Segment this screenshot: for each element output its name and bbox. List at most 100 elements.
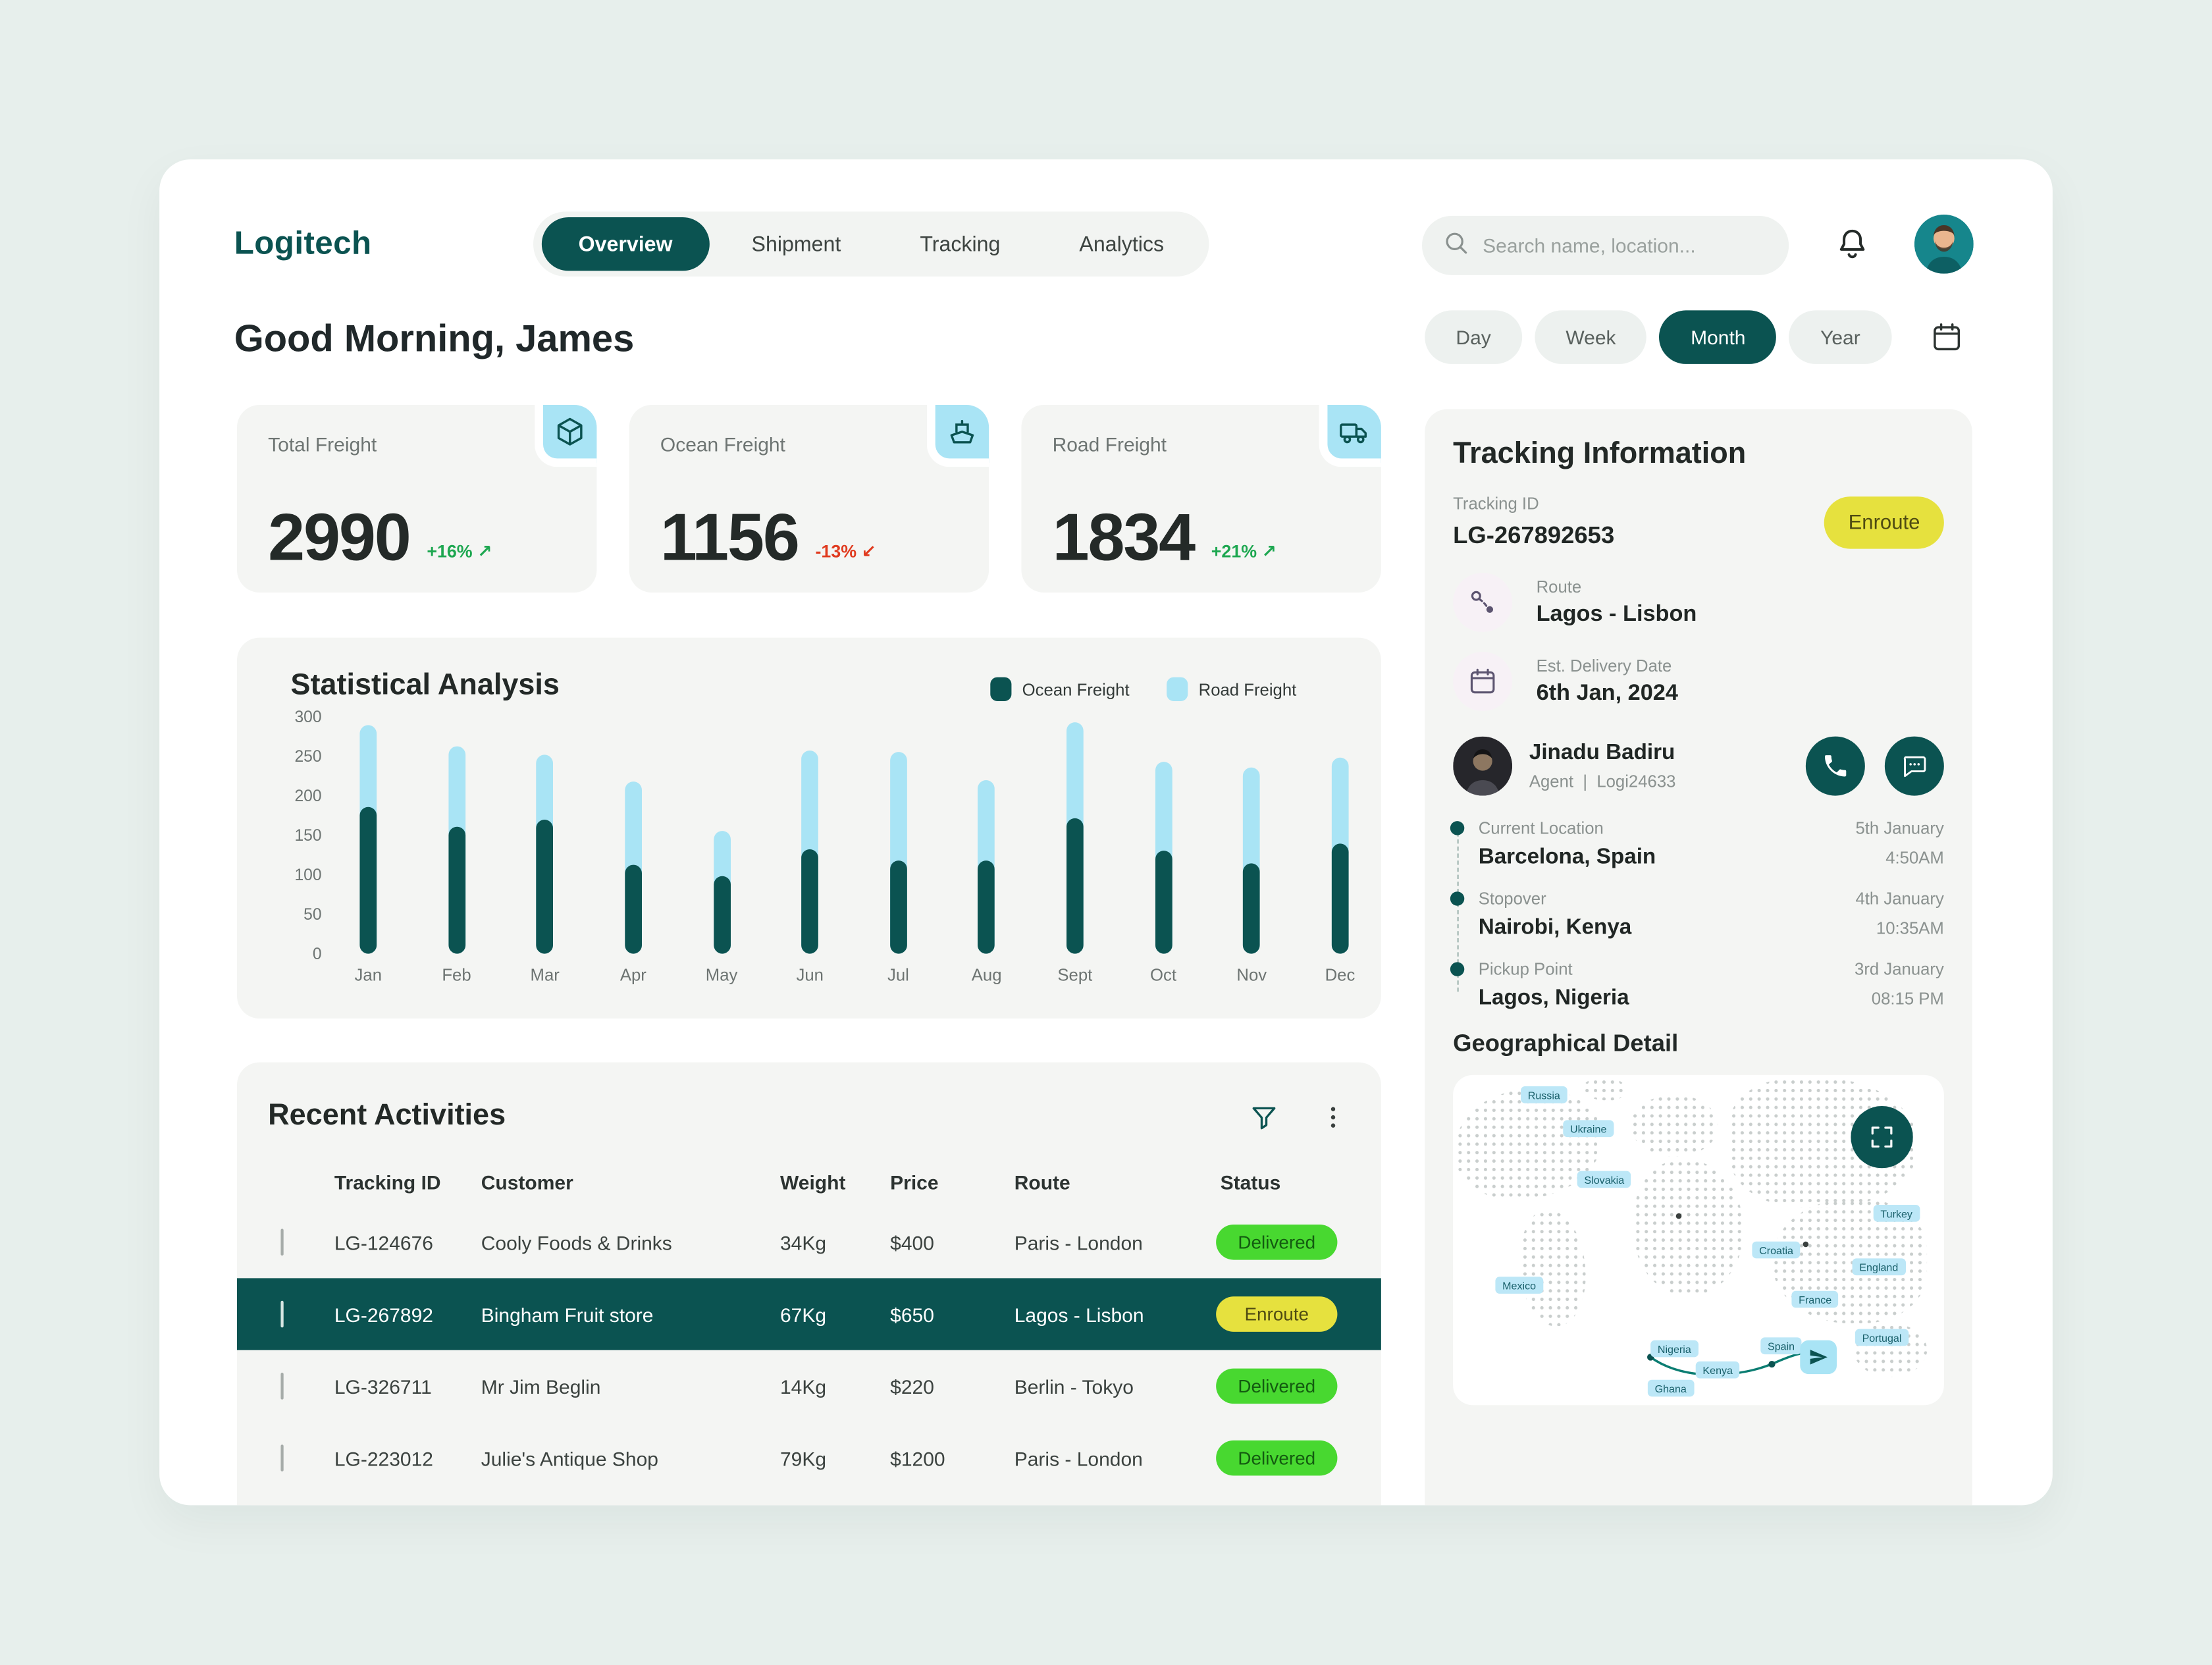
stat-cards: Total Freight 2990 +16% ↗ Ocean Freight … xyxy=(237,405,1381,593)
y-axis-label: 50 xyxy=(303,907,322,924)
row-checkbox[interactable] xyxy=(280,1371,284,1399)
user-avatar[interactable] xyxy=(1914,214,1974,274)
stat-value: 1834 xyxy=(1052,499,1196,575)
period-year[interactable]: Year xyxy=(1789,310,1891,364)
cell-weight: 79Kg xyxy=(780,1446,827,1469)
status-badge: Delivered xyxy=(1216,1225,1338,1260)
stat-card-total-freight: Total Freight 2990 +16% ↗ xyxy=(237,405,597,593)
chart-column-feb: Feb xyxy=(442,717,471,985)
tracking-panel-title: Tracking Information xyxy=(1453,437,1747,470)
ocean-freight-bar xyxy=(1331,843,1349,954)
route-value: Lagos - Lisbon xyxy=(1536,602,1697,627)
cell-tracking-id: LG-124676 xyxy=(334,1230,433,1254)
chart-column-dec: Dec xyxy=(1325,717,1355,985)
ocean-freight-bar xyxy=(359,807,377,954)
table-header: Tracking ID Customer Weight Price Route … xyxy=(237,1158,1381,1206)
tab-tracking[interactable]: Tracking xyxy=(920,232,1001,256)
row-checkbox[interactable] xyxy=(280,1444,284,1471)
period-month[interactable]: Month xyxy=(1659,310,1777,364)
map-label-france: France xyxy=(1791,1290,1839,1308)
tab-analytics[interactable]: Analytics xyxy=(1079,232,1165,256)
filter-icon[interactable] xyxy=(1248,1102,1279,1140)
legend-swatch-road xyxy=(1166,677,1188,701)
table-row[interactable]: LG-326711 Mr Jim Beglin 14Kg $220 Berlin… xyxy=(237,1350,1381,1422)
stat-change: +21% ↗ xyxy=(1211,541,1277,562)
cell-weight: 67Kg xyxy=(780,1302,827,1326)
map-label-portugal: Portugal xyxy=(1855,1329,1909,1346)
col-status: Status xyxy=(1220,1171,1281,1194)
chart-column-jan: Jan xyxy=(355,717,382,985)
ship-icon xyxy=(926,405,989,467)
x-axis-label: May xyxy=(705,965,738,985)
x-axis-label: Jun xyxy=(796,965,824,985)
shipment-timeline: Current Location 5th January Barcelona, S… xyxy=(1450,818,1944,1012)
ocean-freight-bar xyxy=(1155,851,1172,954)
ocean-freight-bar xyxy=(536,819,554,954)
ocean-freight-bar xyxy=(889,860,907,954)
map-landmass xyxy=(1631,1094,1718,1157)
map-label-nigeria: Nigeria xyxy=(1650,1340,1698,1358)
legend-swatch-ocean xyxy=(989,677,1011,701)
chat-agent-button[interactable] xyxy=(1884,736,1944,796)
delivery-calendar-icon xyxy=(1453,651,1513,711)
map-label-russia: Russia xyxy=(1521,1086,1567,1103)
search-bar[interactable] xyxy=(1422,215,1789,275)
map-landmass xyxy=(1583,1078,1625,1101)
calendar-icon[interactable] xyxy=(1930,320,1963,354)
table-row[interactable]: LG-223012 Julie's Antique Shop 79Kg $120… xyxy=(237,1422,1381,1494)
stat-title: Road Freight xyxy=(1052,433,1167,456)
chart-column-apr: Apr xyxy=(620,717,646,985)
period-day[interactable]: Day xyxy=(1425,310,1522,364)
chart-y-axis: 300 250 200 150 100 50 0 xyxy=(271,638,321,1019)
cell-customer: Cooly Foods & Drinks xyxy=(481,1230,672,1254)
period-week[interactable]: Week xyxy=(1535,310,1647,364)
stat-card-ocean-freight: Ocean Freight 1156 -13% ↙ xyxy=(629,405,989,593)
cell-customer: Julie's Antique Shop xyxy=(481,1446,658,1469)
trend-up-icon: ↗ xyxy=(1261,541,1277,562)
table-row-selected[interactable]: LG-267892 Bingham Fruit store 67Kg $650 … xyxy=(237,1278,1381,1350)
map-label-ukraine: Ukraine xyxy=(1563,1120,1614,1138)
map-label-croatia: Croatia xyxy=(1752,1241,1801,1259)
chart-title: Statistical Analysis xyxy=(290,668,560,701)
ocean-freight-bar xyxy=(625,865,642,954)
period-toggle: Day Week Month Year xyxy=(1425,310,1963,364)
tab-shipment[interactable]: Shipment xyxy=(751,232,841,256)
tab-overview[interactable]: Overview xyxy=(541,217,710,271)
stat-value: 1156 xyxy=(660,499,800,575)
col-customer: Customer xyxy=(481,1171,573,1194)
recent-activities-title: Recent Activities xyxy=(268,1099,506,1132)
cell-weight: 14Kg xyxy=(780,1375,827,1398)
route-icon xyxy=(1453,573,1513,632)
timeline-pickup-point: Pickup Point 3rd January Lagos, Nigeria 08… xyxy=(1450,959,1944,1011)
chart-legend: Ocean Freight Road Freight xyxy=(989,677,1296,701)
ocean-freight-bar xyxy=(1243,862,1261,954)
col-route: Route xyxy=(1014,1171,1070,1194)
map-expand-button[interactable] xyxy=(1851,1106,1913,1169)
ocean-freight-bar xyxy=(448,827,465,954)
table-row[interactable]: LG-124676 Cooly Foods & Drinks 34Kg $400… xyxy=(237,1206,1381,1278)
cell-route: Paris - London xyxy=(1014,1446,1143,1469)
search-input[interactable] xyxy=(1483,234,1765,257)
chart-column-aug: Aug xyxy=(972,717,1002,985)
row-checkbox[interactable] xyxy=(280,1300,284,1327)
notification-bell-icon[interactable] xyxy=(1833,226,1872,265)
stat-title: Total Freight xyxy=(268,433,377,456)
legend-ocean-freight: Ocean Freight xyxy=(989,677,1130,701)
agent-avatar xyxy=(1453,736,1513,796)
map-label-spain: Spain xyxy=(1760,1337,1802,1355)
row-checkbox[interactable] xyxy=(280,1228,284,1255)
call-agent-button[interactable] xyxy=(1805,736,1865,796)
x-axis-label: Dec xyxy=(1325,965,1356,985)
timeline-dot xyxy=(1450,891,1465,906)
delivery-row: Est. Delivery Date 6th Jan, 2024 xyxy=(1453,651,1944,711)
cell-tracking-id: LG-223012 xyxy=(334,1446,433,1469)
cell-price: $650 xyxy=(890,1302,934,1326)
delivery-value: 6th Jan, 2024 xyxy=(1536,681,1678,706)
cell-tracking-id: LG-326711 xyxy=(334,1375,432,1398)
geographical-detail-title: Geographical Detail xyxy=(1453,1030,1679,1057)
legend-road-freight: Road Freight xyxy=(1166,677,1296,701)
tracking-status-badge: Enroute xyxy=(1824,496,1944,549)
col-tracking-id: Tracking ID xyxy=(334,1171,441,1194)
kebab-menu-icon[interactable] xyxy=(1319,1103,1348,1139)
